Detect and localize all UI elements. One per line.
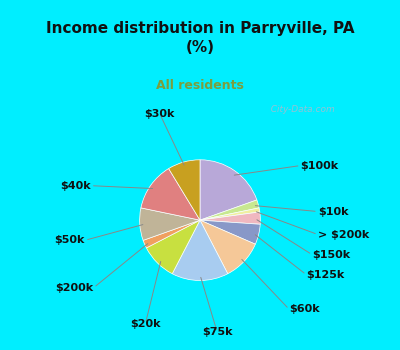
- Text: $150k: $150k: [312, 250, 350, 260]
- Wedge shape: [143, 220, 200, 248]
- Text: All residents: All residents: [156, 79, 244, 92]
- Wedge shape: [172, 220, 228, 280]
- Wedge shape: [200, 220, 255, 274]
- Wedge shape: [146, 220, 200, 274]
- Text: $125k: $125k: [306, 270, 344, 280]
- Text: $75k: $75k: [202, 327, 232, 337]
- Wedge shape: [140, 208, 200, 240]
- Text: $100k: $100k: [300, 161, 339, 170]
- Wedge shape: [200, 212, 260, 224]
- Text: City-Data.com: City-Data.com: [265, 105, 335, 114]
- Text: $20k: $20k: [130, 318, 161, 329]
- Text: $50k: $50k: [55, 235, 85, 245]
- Text: $10k: $10k: [318, 206, 348, 217]
- Text: $40k: $40k: [60, 181, 91, 191]
- Wedge shape: [141, 169, 200, 220]
- Wedge shape: [200, 208, 260, 220]
- Wedge shape: [200, 220, 260, 244]
- Wedge shape: [169, 160, 200, 220]
- Text: $200k: $200k: [56, 283, 94, 293]
- Wedge shape: [200, 160, 257, 220]
- Text: > $200k: > $200k: [318, 230, 369, 239]
- Text: Income distribution in Parryville, PA
(%): Income distribution in Parryville, PA (%…: [46, 21, 354, 55]
- Text: $60k: $60k: [289, 304, 320, 314]
- Text: $30k: $30k: [144, 109, 175, 119]
- Wedge shape: [200, 200, 259, 220]
